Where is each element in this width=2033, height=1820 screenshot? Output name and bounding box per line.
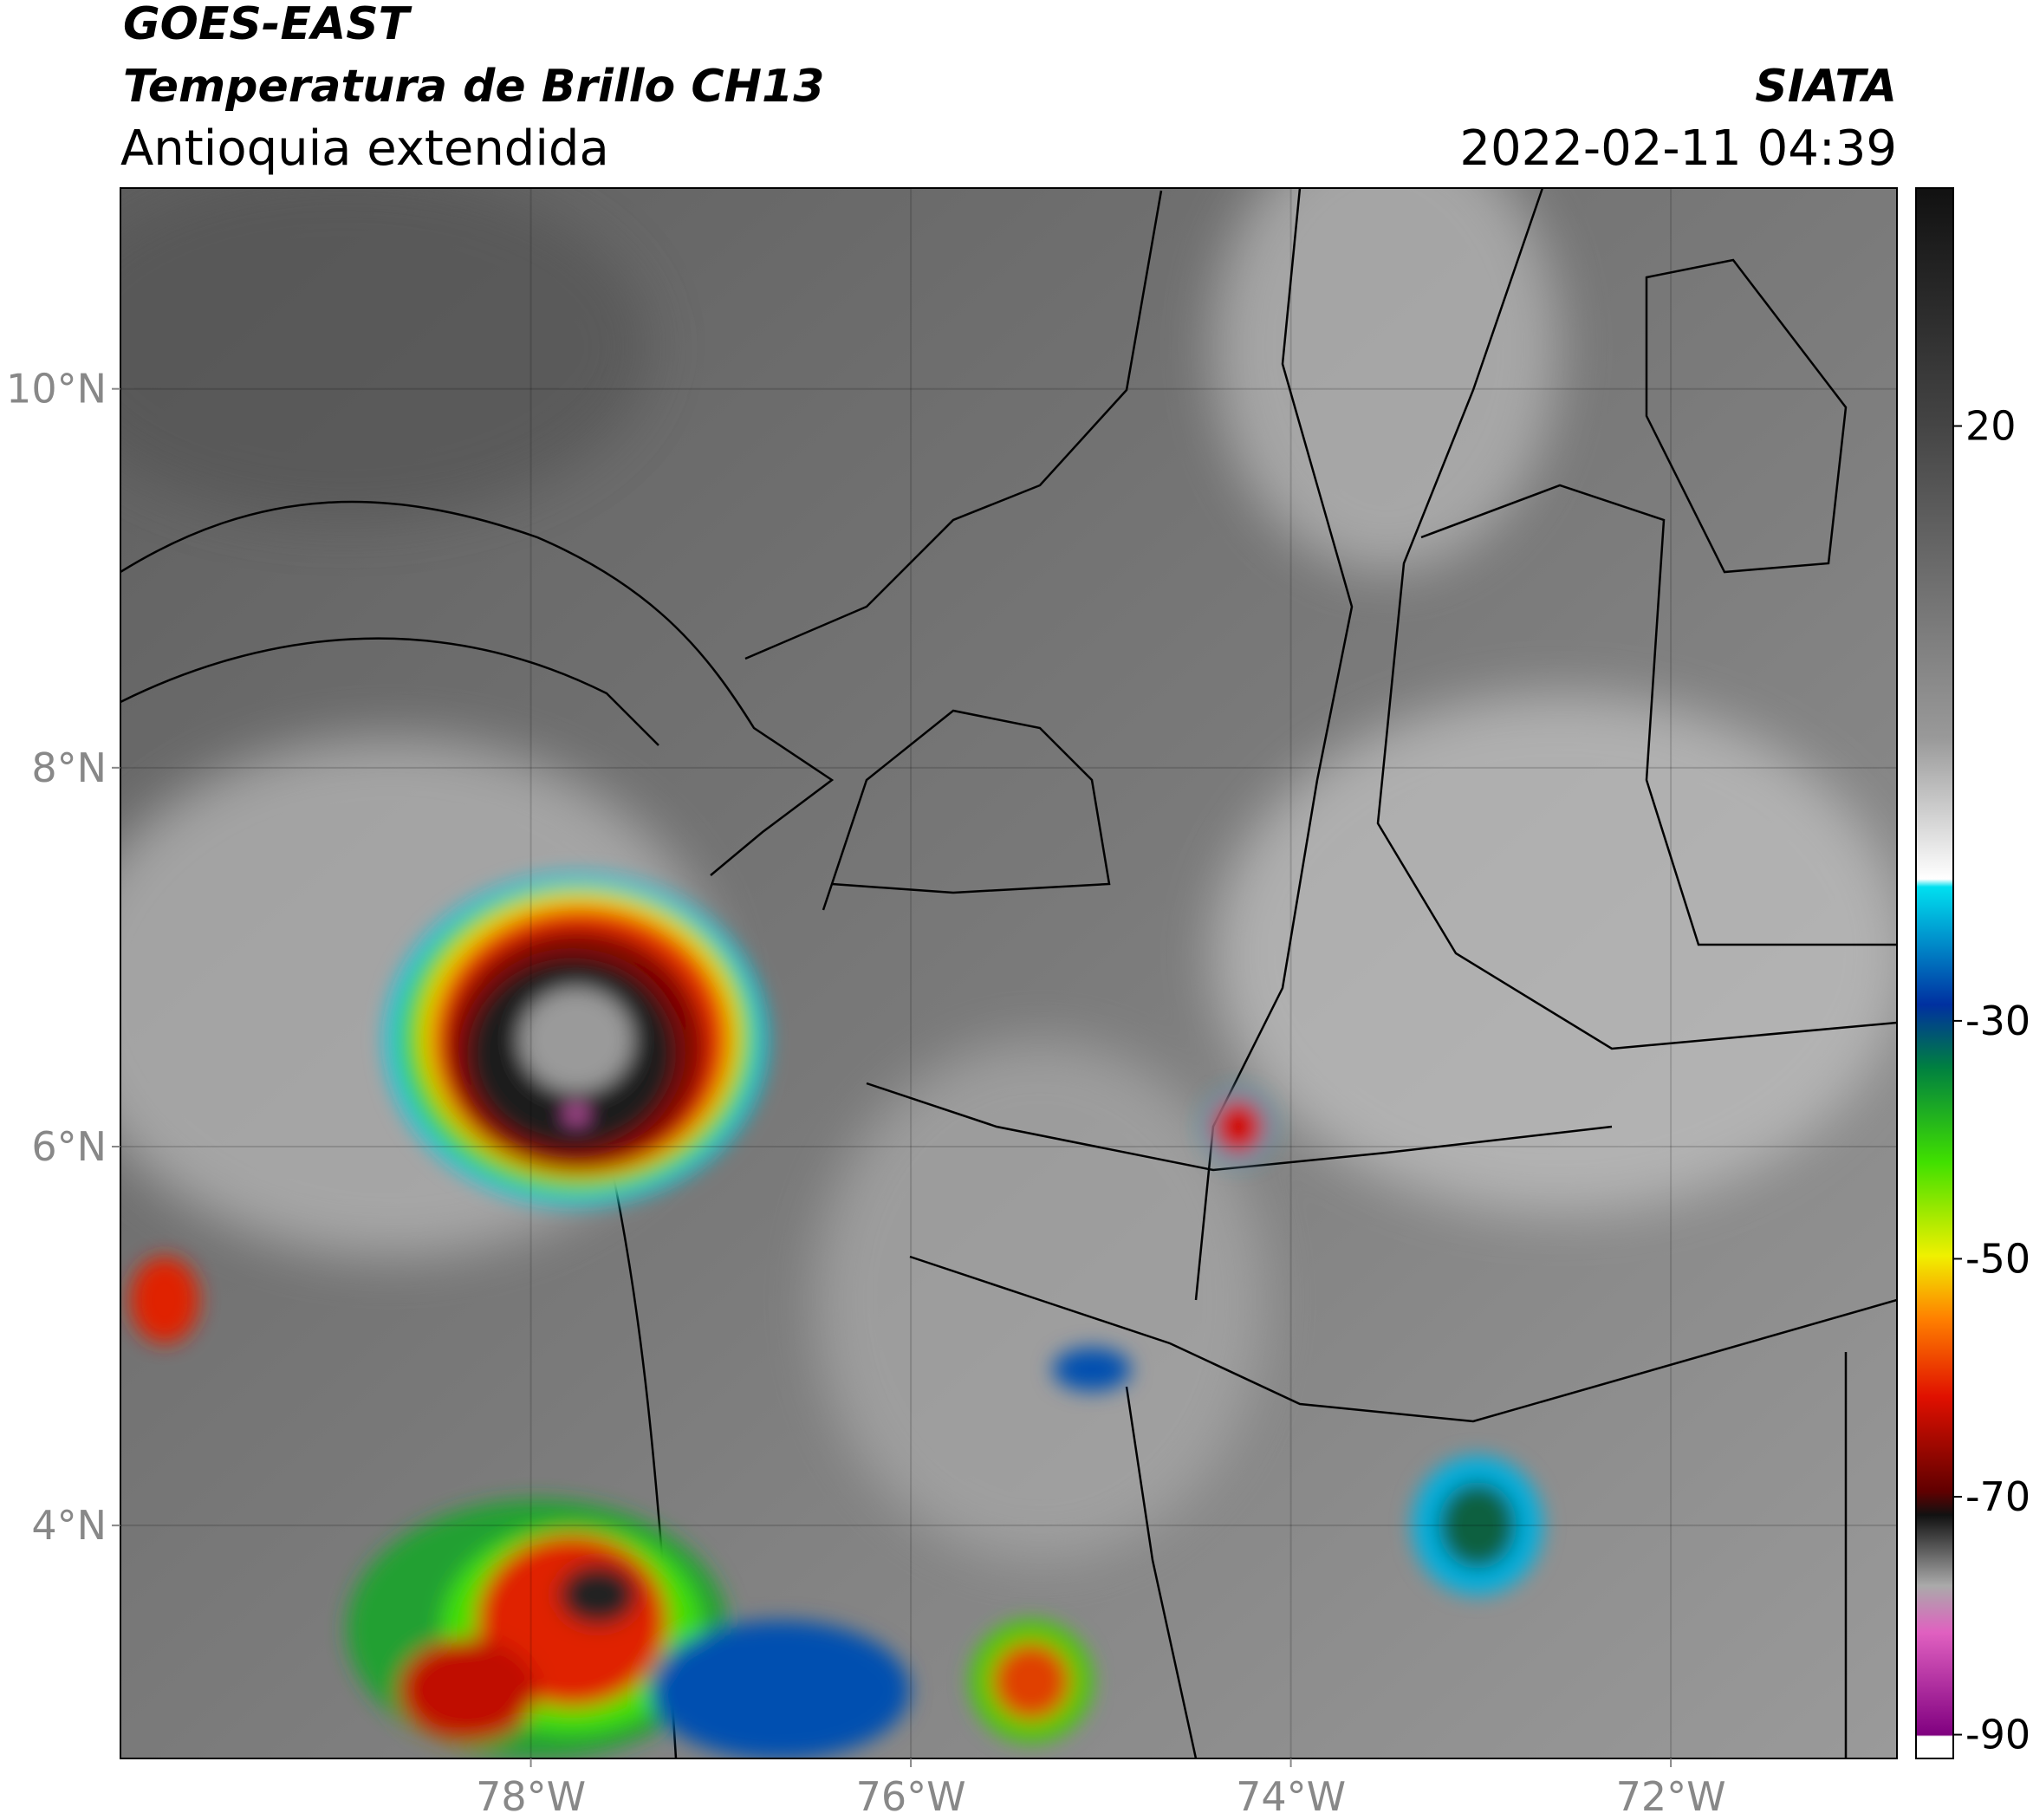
title: GOES-EAST [123,0,412,50]
colorbar-tick-label: 20 [1965,403,2017,450]
source: SIATA [1755,61,1897,113]
convective-cells [130,875,1543,1758]
x-tick-label: 76°W [856,1773,966,1820]
y-tick-label: 6°N [31,1123,107,1170]
y-tick-label: 8°N [31,744,107,791]
y-tick-label: 4°N [31,1502,107,1549]
colorbar-tick-label: -70 [1965,1473,2030,1520]
y-tick-label: 10°N [6,366,107,413]
colorbar [1915,187,1954,1759]
datetime: 2022-02-11 04:39 [1459,120,1897,177]
region: Antioquia extendida [120,120,609,177]
colorbar-tick-label: -30 [1965,998,2030,1044]
colorbar-tick-label: -50 [1965,1235,2030,1282]
x-tick-label: 78°W [476,1773,586,1820]
axes: 78°W 76°W 74°W 72°W 4°N 6°N 8°N 10°N 20 -30 -50 -70… [6,188,2030,1820]
map-frame [120,187,1898,1759]
x-tick-label: 72°W [1616,1773,1726,1820]
subtitle: Temperatura de Brillo CH13 [123,61,824,113]
colorbar-tick-label: -90 [1965,1712,2030,1758]
satellite-image [120,188,1897,1758]
x-tick-label: 74°W [1236,1773,1346,1820]
